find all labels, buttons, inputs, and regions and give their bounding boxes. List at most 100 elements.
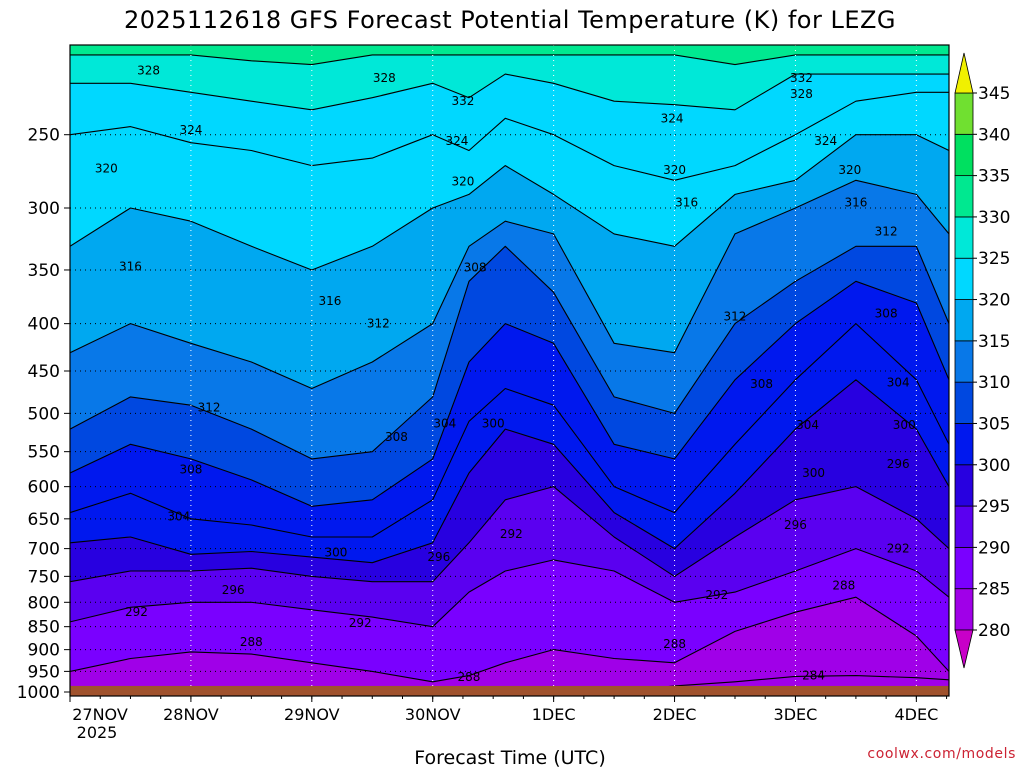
- colorbar-band: [954, 133, 974, 177]
- contour-label: 296: [427, 550, 450, 564]
- contour-label: 308: [385, 430, 408, 444]
- contour-label: 300: [325, 546, 348, 560]
- contour-label: 328: [790, 87, 813, 101]
- contour-label: 300: [482, 417, 505, 431]
- isentrope-292: [70, 548, 949, 628]
- colorbar-label: 290: [978, 538, 1010, 558]
- colorbar-label: 300: [978, 456, 1010, 476]
- contour-label: 288: [458, 670, 481, 684]
- colorbar-arrow-low: [954, 629, 974, 669]
- y-tick-label: 900: [28, 641, 60, 661]
- contour-label: 324: [814, 134, 837, 148]
- contour-label: 304: [167, 509, 190, 523]
- contour-label: 316: [675, 196, 698, 210]
- contour-label: 324: [445, 134, 468, 148]
- contour-labels: 328 328 332 332 328 324 324 324 324 320 320 320 320 3…: [95, 63, 916, 684]
- contour-label: 308: [464, 261, 487, 275]
- contour-label: 292: [349, 616, 372, 630]
- contour-label: 312: [367, 317, 390, 331]
- isentrope-332: [70, 54, 949, 66]
- y-tick-label: 550: [28, 443, 60, 463]
- contour-label: 316: [318, 294, 341, 308]
- filled-contours: [70, 45, 949, 696]
- x-tick-label: 1DEC: [532, 705, 576, 724]
- colorbar-label: 330: [978, 208, 1010, 228]
- contour-label: 316: [119, 260, 142, 274]
- contour-label: 320: [663, 163, 686, 177]
- colorbar-band: [954, 340, 974, 383]
- contour-label: 292: [705, 588, 728, 602]
- contour-label: 328: [137, 63, 160, 77]
- contour-label: 304: [796, 418, 819, 432]
- colorbar: 280 285 290 295 300 305 310 315 320 325 330 335 340 3…: [954, 52, 1010, 669]
- isentrope-288: [70, 596, 949, 683]
- colorbar-label: 285: [978, 580, 1010, 600]
- contour-label: 312: [875, 224, 898, 238]
- colorbar-label: 305: [978, 414, 1010, 434]
- contour-label: 296: [784, 518, 807, 532]
- isentrope-324: [70, 91, 949, 181]
- colorbar-label: 320: [978, 291, 1010, 311]
- contour-label: 332: [451, 94, 474, 108]
- x-tick-label: 2DEC: [653, 705, 697, 724]
- colorbar-label: 315: [978, 332, 1010, 352]
- colorbar-band: [954, 464, 974, 507]
- colorbar-band: [954, 299, 974, 342]
- contour-label: 316: [844, 196, 867, 210]
- y-tick-label: 250: [28, 126, 60, 146]
- ground-layer: [70, 685, 949, 696]
- x-tick-label: 3DEC: [774, 705, 818, 724]
- y-tick-label: 650: [28, 510, 60, 530]
- contour-label: 304: [433, 417, 456, 431]
- ground-fill: [70, 685, 949, 696]
- isentrope-300: [70, 379, 949, 564]
- x-tick-label: 30NOV: [405, 705, 461, 724]
- x-tick-label: 4DEC: [894, 705, 938, 724]
- y-tick-label: 750: [28, 567, 60, 587]
- colorbar-label: 345: [978, 84, 1010, 104]
- site-credit: coolwx.com/models: [867, 746, 1016, 762]
- colorbar-label: 310: [978, 373, 1010, 393]
- colorbar-band: [954, 588, 974, 631]
- y-tick-label: 500: [28, 404, 60, 424]
- y-tick-label: 700: [28, 540, 60, 560]
- y-tick-label: 400: [28, 315, 60, 335]
- colorbar-band: [954, 423, 974, 466]
- dotted-grid: [70, 45, 949, 696]
- contour-label: 308: [179, 463, 202, 477]
- contour-label: 324: [179, 123, 202, 137]
- colorbar-label: 280: [978, 621, 1010, 641]
- x-axis-year-label: 2025: [77, 723, 118, 742]
- contour-label: 320: [95, 162, 118, 176]
- y-tick-label: 300: [28, 199, 60, 219]
- colorbar-band: [954, 257, 974, 300]
- contour-label: 292: [887, 542, 910, 556]
- contour-label: 324: [661, 111, 684, 125]
- y-tick-label: 850: [28, 618, 60, 638]
- colorbar-band: [954, 216, 974, 259]
- contour-label: 312: [724, 310, 747, 324]
- colorbar-label: 335: [978, 167, 1010, 187]
- contour-label: 288: [832, 578, 855, 592]
- contour-label: 328: [373, 71, 396, 85]
- colorbar-band: [954, 505, 974, 548]
- contour-label: 292: [125, 605, 148, 619]
- contour-label: 284: [802, 669, 825, 683]
- colorbar-label: 295: [978, 497, 1010, 517]
- isentrope-328: [70, 73, 949, 111]
- isentrope-304: [70, 323, 949, 538]
- colorbar-band: [954, 175, 974, 218]
- x-tick-label: 28NOV: [163, 705, 219, 724]
- contour-label: 296: [887, 457, 910, 471]
- time-axis: 27NOV 28NOV 29NOV 30NOV 1DEC 2DEC 3DEC 4DEC: [69, 696, 948, 724]
- y-tick-label: 450: [28, 362, 60, 382]
- colorbar-band: [954, 381, 974, 424]
- colorbar-arrow-high: [954, 52, 974, 94]
- contour-label: 332: [790, 71, 813, 85]
- colorbar-band: [954, 546, 974, 590]
- contour-label: 288: [663, 637, 686, 651]
- isentrope-320: [70, 134, 949, 271]
- y-tick-label: 350: [28, 261, 60, 281]
- contour-label: 312: [198, 401, 221, 415]
- colorbar-label: 340: [978, 125, 1010, 145]
